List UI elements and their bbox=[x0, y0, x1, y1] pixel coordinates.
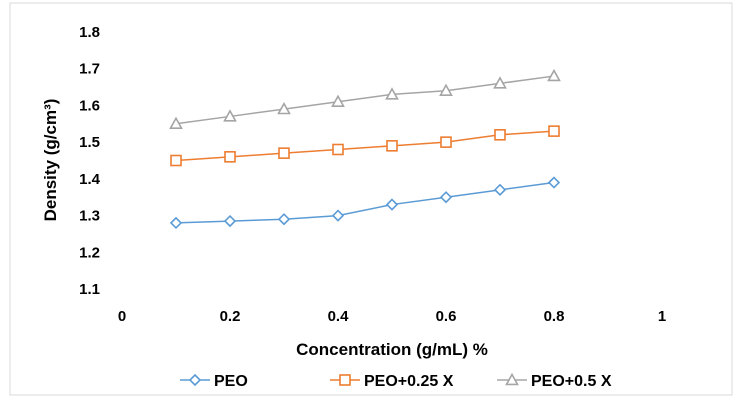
series-line-1 bbox=[175, 130, 555, 162]
data-point bbox=[223, 214, 237, 228]
data-point bbox=[277, 213, 291, 226]
data-point bbox=[440, 136, 452, 148]
data-point bbox=[169, 216, 183, 230]
data-point bbox=[224, 151, 236, 163]
data-point bbox=[493, 76, 507, 89]
data-point bbox=[277, 101, 291, 115]
data-point bbox=[386, 140, 398, 152]
data-point bbox=[494, 129, 506, 141]
y-tick-label: 1.4 bbox=[79, 171, 101, 188]
data-point bbox=[493, 183, 507, 197]
data-point bbox=[332, 143, 344, 156]
chart-area bbox=[9, 2, 733, 396]
y-tick-label: 1.1 bbox=[79, 281, 100, 298]
series-line-2 bbox=[175, 75, 555, 125]
data-point bbox=[439, 191, 453, 204]
x-tick-label: 1 bbox=[658, 308, 666, 325]
series-line-0 bbox=[175, 181, 555, 224]
data-point bbox=[331, 94, 345, 107]
data-point bbox=[548, 125, 560, 137]
plot-area: 1.1 1.2 1.3 1.4 1.5 1.6 1.7 1.8 0 0.2 0.4 0.6 0.8 1 bbox=[79, 24, 666, 325]
legend-marker-2 bbox=[505, 372, 519, 386]
y-tick-label: 1.5 bbox=[79, 134, 100, 151]
y-tick-label: 1.3 bbox=[79, 208, 100, 225]
legend-label-2: PEO+0.5 X bbox=[531, 373, 612, 390]
data-point bbox=[385, 87, 399, 100]
data-point bbox=[547, 68, 561, 82]
y-tick-label: 1.2 bbox=[79, 244, 100, 261]
legend-label-1: PEO+0.25 X bbox=[364, 373, 454, 390]
data-point bbox=[439, 83, 453, 96]
data-point bbox=[331, 209, 345, 222]
data-point bbox=[170, 154, 182, 167]
y-tick-label: 1.7 bbox=[79, 61, 100, 78]
legend: PEO PEO+0.25 X PEO+0.5 X bbox=[180, 372, 612, 390]
x-tick-label: 0.4 bbox=[328, 308, 350, 325]
x-tick-label: 0.8 bbox=[544, 308, 565, 325]
x-tick-label: 0 bbox=[118, 308, 126, 325]
x-axis-title: Concentration (g/mL) % bbox=[296, 340, 488, 359]
data-point bbox=[223, 109, 237, 122]
data-point bbox=[547, 176, 561, 189]
legend-label-0: PEO bbox=[214, 373, 248, 390]
y-tick-label: 1.8 bbox=[79, 24, 100, 41]
y-axis-title: Density (g/cm³) bbox=[41, 99, 60, 222]
legend-marker-0 bbox=[188, 373, 202, 387]
legend-marker-1 bbox=[339, 374, 351, 386]
data-point bbox=[169, 116, 183, 129]
data-point bbox=[278, 147, 290, 159]
y-tick-label: 1.6 bbox=[79, 97, 100, 114]
x-tick-label: 0.6 bbox=[436, 308, 457, 325]
data-point bbox=[385, 198, 399, 211]
x-tick-label: 0.2 bbox=[220, 308, 241, 325]
